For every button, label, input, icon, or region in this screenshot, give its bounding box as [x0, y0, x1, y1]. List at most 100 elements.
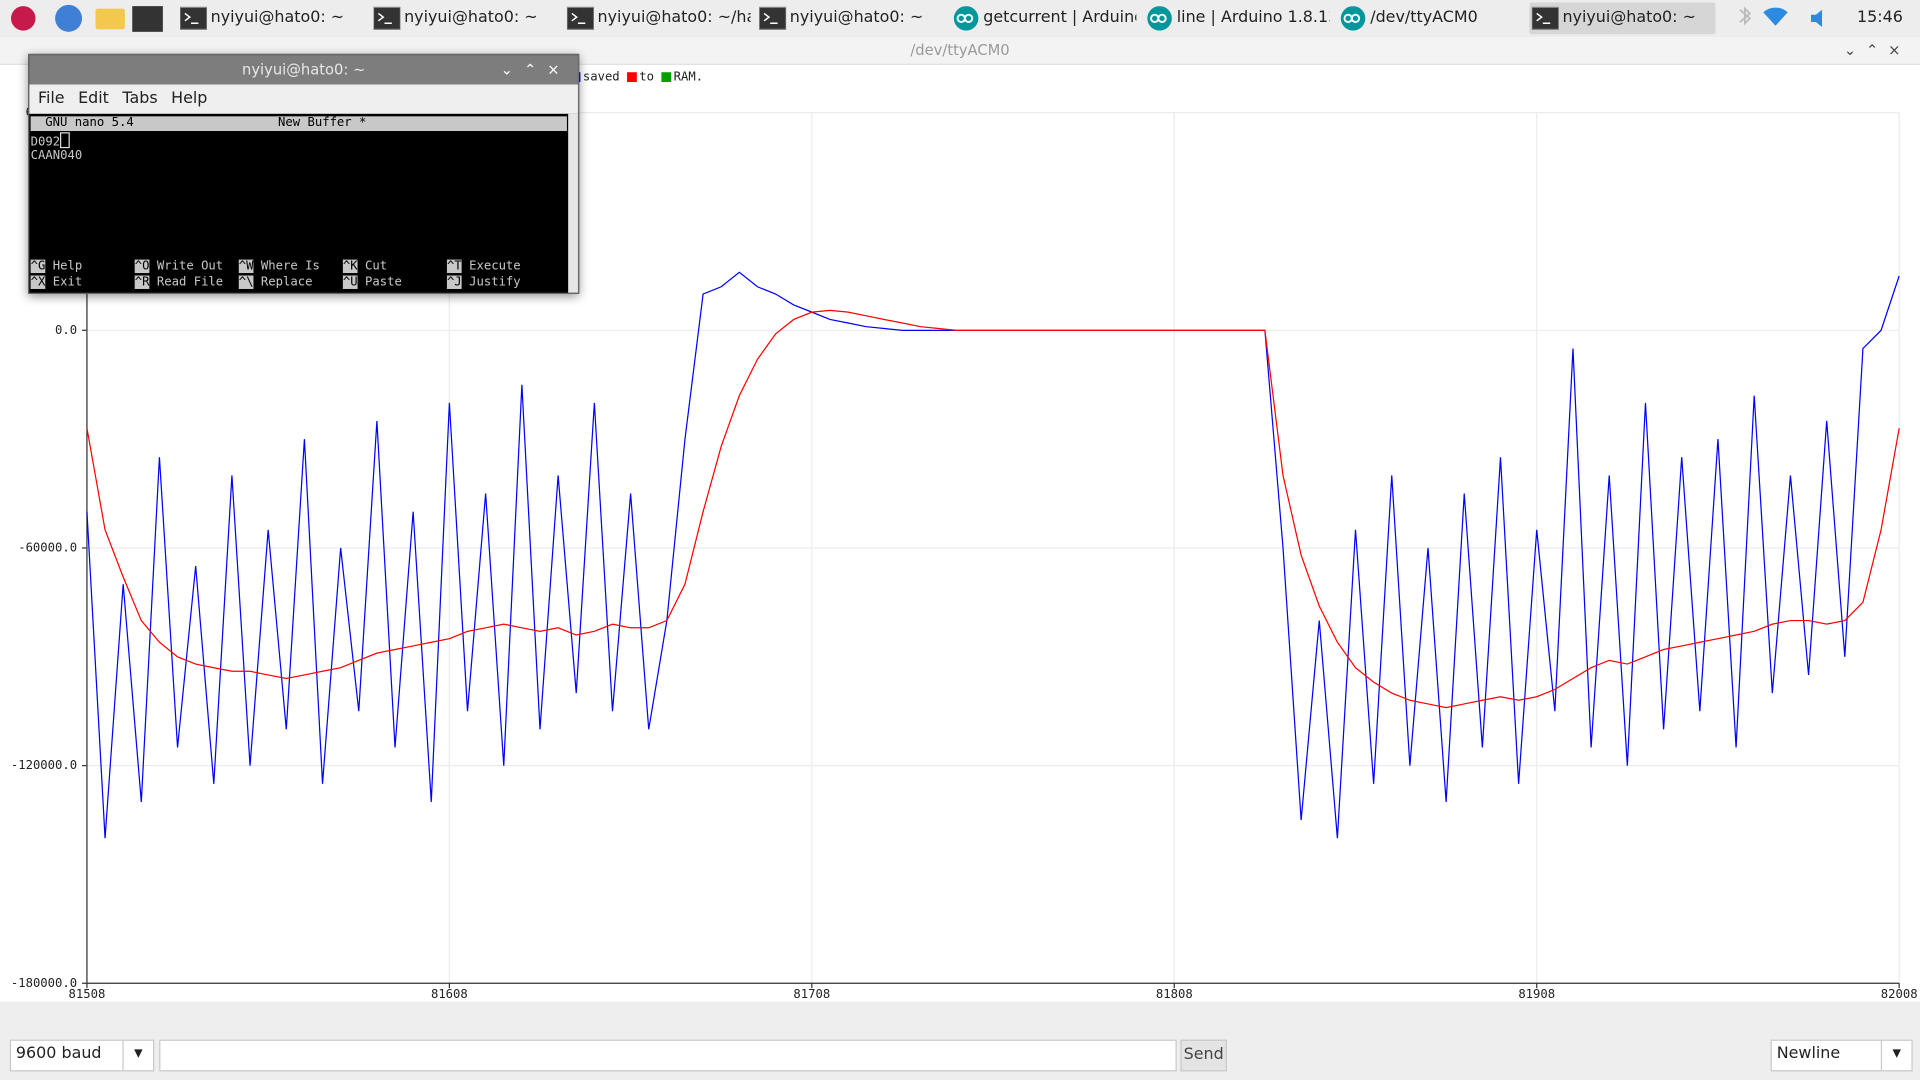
nano-buffer: New Buffer * — [277, 116, 367, 130]
taskbar: nyiyui@hato0: ~ nyiyui@hato0: ~ nyiyui@hat… — [0, 0, 1920, 38]
shortcut-key: ^G — [30, 259, 46, 274]
menu-item[interactable]: File — [37, 89, 65, 108]
terminal-icon — [373, 6, 401, 31]
shortcut-key: ^X — [30, 275, 46, 289]
shortcut-key: ^K — [342, 259, 358, 274]
task-button[interactable]: nyiyui@hato0: ~ — [371, 2, 557, 34]
task-label: getcurrent | Arduino ... — [983, 8, 1136, 27]
tray-icons — [1739, 6, 1823, 27]
y-tick-label: -180000.0 — [11, 976, 77, 990]
task-button[interactable]: line | Arduino 1.8.13 — [1144, 2, 1330, 34]
task-icon — [1340, 6, 1366, 31]
shortcut-label: Cut — [364, 259, 388, 274]
arduino-glyph — [956, 13, 974, 24]
send-button[interactable]: Send — [1180, 1039, 1227, 1072]
y-tick-label: 0.0 — [55, 323, 77, 337]
menu-item[interactable]: Tabs — [122, 89, 158, 108]
task-label: line | Arduino 1.8.13 — [1176, 8, 1330, 27]
shortcut-key: ^O — [134, 259, 150, 274]
terminal-window: nyiyui@hato0: ~ ⌄⌃× File Edit Tabs Help GNU… — [28, 53, 580, 294]
raspberry-icon[interactable] — [11, 6, 36, 31]
nano-version: GNU nano 5.4 — [45, 116, 134, 130]
shortcut-label: Read File — [156, 275, 224, 289]
shortcut-label: Justify — [469, 275, 521, 289]
legend-swatch — [627, 72, 637, 83]
y-tick-label: -120000.0 — [11, 758, 77, 772]
task-button[interactable]: nyiyui@hato0: ~ — [1529, 2, 1716, 35]
terminal-menu: File Edit Tabs Help — [29, 84, 578, 114]
window-controls[interactable]: ⌄⌃× — [1843, 41, 1911, 59]
menu-item[interactable]: Help — [171, 89, 208, 108]
menu-item[interactable]: Edit — [78, 89, 109, 108]
shortcut-key: ^R — [134, 275, 150, 289]
clock: 15:46 — [1856, 8, 1903, 27]
series-line — [86, 309, 1900, 709]
legend-label: to — [639, 70, 654, 84]
terminal-glyph — [184, 12, 199, 25]
arduino-glyph — [1150, 13, 1167, 24]
line-ending-text: Newline — [1776, 1044, 1841, 1063]
task-icon — [373, 6, 401, 31]
task-button[interactable]: nyiyui@hato0: ~ — [178, 2, 364, 34]
serial-controls: 9600 baud ▼ Send Newline ▼ — [0, 1001, 1920, 1080]
shortcut-key: ^J — [446, 275, 462, 289]
window-title-text: /dev/ttyACM0 — [910, 41, 1010, 59]
task-button[interactable]: getcurrent | Arduino ... — [950, 2, 1136, 34]
terminal-scrollbar[interactable] — [568, 113, 578, 293]
task-label: nyiyui@hato0: ~ — [210, 8, 345, 27]
shortcut-label: Paste — [364, 275, 402, 289]
bluetooth-icon[interactable] — [1739, 6, 1752, 26]
shortcut: ^G Help — [30, 258, 83, 274]
shortcut: ^R Read File — [134, 274, 224, 290]
legend-swatch — [661, 72, 672, 83]
volume-icon[interactable] — [1811, 9, 1823, 27]
terminal-glyph — [571, 12, 586, 25]
arduino-icon — [1340, 6, 1366, 31]
shortcut: ^X Exit — [30, 274, 83, 290]
arduino-glyph — [1343, 13, 1361, 24]
task-icon — [1147, 6, 1172, 31]
terminal-controls[interactable]: ⌄⌃× — [500, 61, 571, 79]
task-icon — [566, 6, 594, 31]
arduino-icon — [953, 6, 979, 31]
shortcut-key: ^U — [342, 275, 358, 289]
shortcut-label: Replace — [260, 275, 313, 289]
task-button[interactable]: /dev/ttyACM0 — [1337, 2, 1523, 34]
browser-icon[interactable] — [55, 4, 83, 32]
cursor — [60, 132, 70, 149]
shortcut-key: ^W — [238, 259, 254, 274]
terminal-glyph — [763, 12, 778, 25]
message-input[interactable] — [159, 1039, 1177, 1072]
legend-label: saved — [583, 70, 620, 84]
shortcut: ^K Cut — [342, 258, 388, 274]
shortcut: ^O Write Out — [134, 258, 223, 274]
terminal-icon[interactable] — [132, 6, 163, 32]
terminal-glyph — [1536, 12, 1551, 25]
shortcut-label: Help — [52, 259, 83, 274]
shortcut-key: ^\ — [238, 275, 254, 289]
wifi-icon[interactable] — [1763, 7, 1788, 26]
x-tick-label: 81508 — [69, 987, 106, 1001]
terminal-icon — [180, 6, 207, 31]
terminal-title-text: nyiyui@hato0: ~ — [242, 61, 366, 79]
task-button[interactable]: nyiyui@hato0: ~ — [757, 2, 943, 34]
shortcut-label: Exit — [52, 275, 83, 289]
baud-text: 9600 baud — [15, 1044, 102, 1063]
shortcut-label: Execute — [469, 259, 521, 274]
task-button[interactable]: nyiyui@hato0: ~/ha... — [564, 2, 751, 34]
files-icon[interactable] — [95, 8, 125, 30]
line-ending-select[interactable]: Newline ▼ — [1770, 1039, 1913, 1072]
x-tick-label: 81808 — [1156, 987, 1193, 1001]
shortcut-key: ^T — [446, 259, 462, 274]
terminal-line: CAAN040 — [30, 149, 83, 163]
task-label: nyiyui@hato0: ~ — [404, 8, 538, 27]
legend-label: RAM. — [674, 70, 703, 84]
baud-select[interactable]: 9600 baud ▼ — [9, 1039, 155, 1072]
terminal-icon — [1531, 6, 1559, 31]
terminal-title: nyiyui@hato0: ~ ⌄⌃× — [29, 55, 578, 85]
task-icon — [953, 6, 979, 31]
shortcut: ^U Paste — [342, 274, 402, 290]
arduino-icon — [1147, 6, 1172, 31]
task-icon — [1531, 6, 1559, 31]
